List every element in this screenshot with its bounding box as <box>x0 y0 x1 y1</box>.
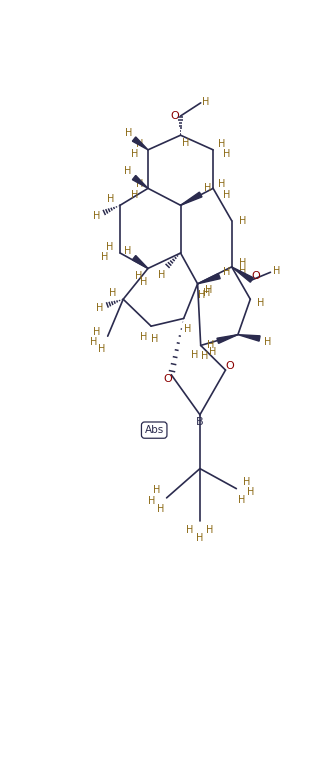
Text: H: H <box>196 533 204 543</box>
Text: H: H <box>136 180 143 189</box>
Text: H: H <box>191 349 198 360</box>
Text: H: H <box>125 128 132 138</box>
Polygon shape <box>132 256 148 269</box>
Polygon shape <box>132 176 148 188</box>
Polygon shape <box>238 335 260 341</box>
Text: H: H <box>109 288 116 298</box>
Text: H: H <box>239 266 246 275</box>
Polygon shape <box>232 267 253 282</box>
Polygon shape <box>217 335 238 343</box>
Text: O: O <box>163 374 172 384</box>
Text: H: H <box>186 525 193 535</box>
Text: H: H <box>148 496 155 506</box>
Text: H: H <box>157 505 165 514</box>
Text: H: H <box>223 267 231 277</box>
Text: H: H <box>218 180 225 189</box>
Text: H: H <box>264 337 271 347</box>
Text: H: H <box>247 488 255 498</box>
Text: H: H <box>203 97 210 107</box>
Text: H: H <box>207 340 215 350</box>
Text: H: H <box>124 247 131 256</box>
Text: H: H <box>131 189 138 199</box>
Text: H: H <box>153 486 160 495</box>
Text: H: H <box>204 183 211 193</box>
Text: O: O <box>225 361 234 371</box>
Text: H: H <box>206 525 214 535</box>
Text: H: H <box>90 337 97 347</box>
Text: H: H <box>158 269 166 279</box>
Text: H: H <box>101 252 108 262</box>
Text: H: H <box>273 266 280 276</box>
Text: H: H <box>98 344 105 355</box>
Text: H: H <box>218 139 225 148</box>
Text: H: H <box>151 334 159 344</box>
Text: H: H <box>124 167 131 177</box>
Text: H: H <box>258 298 265 308</box>
Text: H: H <box>136 139 143 148</box>
Text: H: H <box>140 332 147 342</box>
Polygon shape <box>132 137 148 150</box>
Text: O: O <box>251 271 260 281</box>
Text: H: H <box>96 304 104 314</box>
Text: H: H <box>222 189 230 199</box>
Text: H: H <box>93 211 100 221</box>
Polygon shape <box>180 192 202 205</box>
Text: H: H <box>131 148 138 159</box>
Text: H: H <box>198 290 205 300</box>
Text: B: B <box>196 418 204 428</box>
Text: H: H <box>209 346 216 357</box>
Polygon shape <box>198 274 220 284</box>
Text: H: H <box>205 285 212 295</box>
Text: O: O <box>171 111 179 121</box>
Text: H: H <box>238 495 246 505</box>
Text: H: H <box>93 327 100 337</box>
Text: H: H <box>203 288 210 298</box>
Text: H: H <box>184 324 191 334</box>
Text: H: H <box>106 242 113 252</box>
Text: H: H <box>107 194 114 204</box>
Text: H: H <box>182 138 190 148</box>
Text: H: H <box>201 351 208 361</box>
Text: H: H <box>239 258 246 268</box>
Text: H: H <box>222 148 230 159</box>
Text: H: H <box>239 215 246 226</box>
Text: H: H <box>140 276 148 286</box>
Text: H: H <box>135 271 143 281</box>
Text: Abs: Abs <box>145 425 164 435</box>
Text: H: H <box>243 477 250 488</box>
